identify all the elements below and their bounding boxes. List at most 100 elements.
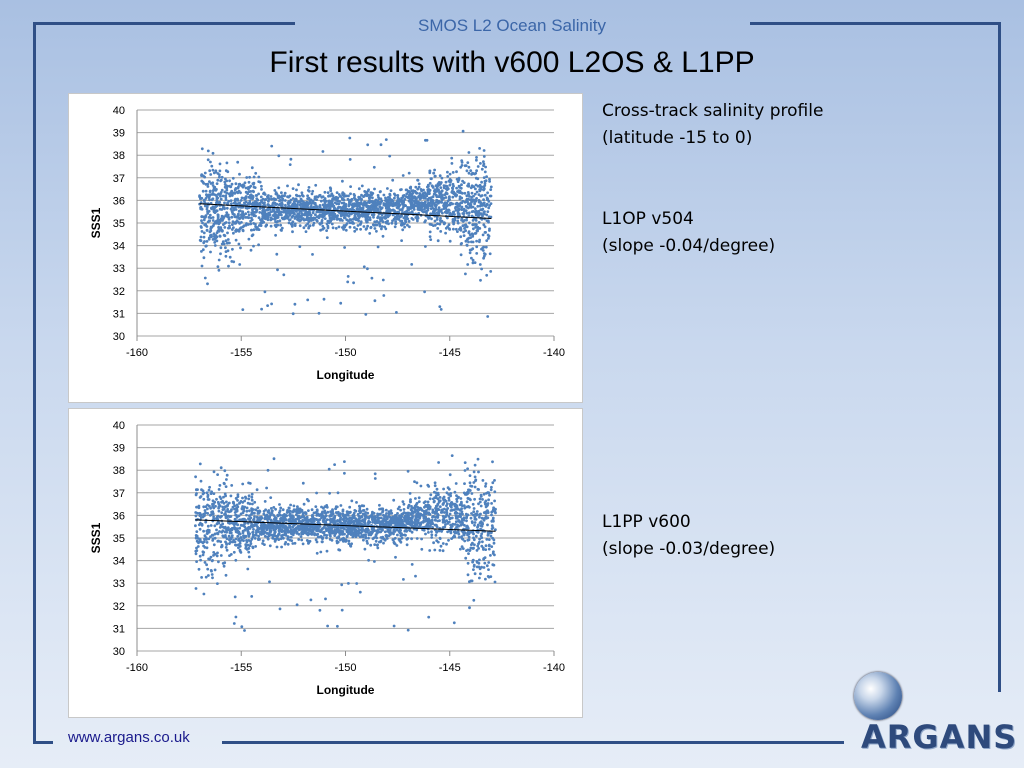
data-point	[466, 548, 470, 552]
data-point	[297, 183, 300, 187]
data-point	[225, 161, 229, 165]
data-point	[464, 229, 467, 233]
data-point	[243, 196, 246, 200]
data-point	[202, 529, 206, 533]
data-point	[288, 512, 292, 516]
data-point	[312, 528, 316, 531]
data-point	[237, 182, 241, 186]
data-point	[352, 217, 355, 221]
data-point	[388, 520, 391, 523]
data-point	[370, 213, 374, 217]
data-point	[209, 569, 213, 572]
data-point	[462, 234, 466, 238]
data-point	[436, 239, 440, 243]
data-point	[428, 230, 432, 234]
data-point	[479, 194, 483, 198]
data-point	[475, 158, 478, 162]
data-point	[490, 485, 493, 489]
data-point	[299, 535, 303, 538]
data-point	[454, 514, 458, 518]
data-point	[221, 217, 225, 221]
data-point	[210, 573, 214, 576]
data-point	[430, 533, 434, 537]
data-point	[489, 188, 493, 191]
data-point	[315, 491, 318, 495]
data-point	[207, 209, 211, 213]
data-point	[333, 201, 337, 205]
data-point	[278, 607, 282, 611]
data-point	[410, 192, 414, 196]
data-point	[410, 509, 414, 513]
data-point	[455, 201, 459, 205]
data-point	[292, 504, 296, 508]
data-point	[339, 195, 342, 198]
data-point	[484, 544, 488, 548]
data-point	[475, 169, 478, 173]
data-point	[288, 525, 291, 528]
data-point	[438, 174, 442, 178]
data-point	[412, 199, 416, 203]
data-point	[461, 523, 464, 526]
data-point	[203, 546, 207, 549]
data-point	[219, 197, 223, 201]
data-point	[426, 202, 430, 206]
data-point	[379, 512, 382, 516]
x-tick-label: -145	[439, 347, 461, 359]
data-point	[442, 204, 445, 208]
data-point	[344, 203, 348, 206]
data-point	[217, 505, 221, 508]
data-point	[251, 182, 255, 186]
data-point	[204, 244, 208, 248]
data-point	[369, 543, 373, 547]
data-point	[224, 250, 228, 254]
data-point	[478, 213, 481, 216]
x-tick-label: -160	[126, 662, 148, 674]
data-point	[442, 495, 446, 499]
data-point	[417, 182, 421, 186]
data-point	[440, 189, 444, 193]
data-point	[392, 624, 396, 628]
data-point	[346, 280, 350, 284]
data-point	[379, 539, 383, 543]
data-point	[479, 162, 482, 165]
data-point	[448, 239, 452, 243]
data-point	[217, 509, 221, 513]
data-point	[260, 188, 263, 191]
data-point	[274, 233, 277, 237]
data-point	[304, 218, 308, 221]
data-point	[405, 518, 409, 521]
data-point	[213, 552, 217, 556]
data-point	[482, 198, 485, 202]
data-point	[370, 276, 374, 280]
data-point	[258, 207, 262, 210]
data-point	[400, 536, 404, 540]
data-point	[353, 532, 356, 535]
data-point	[212, 470, 216, 474]
data-point	[349, 519, 353, 523]
data-point	[482, 252, 486, 255]
data-point	[274, 214, 278, 218]
data-point	[298, 245, 302, 249]
data-point	[232, 231, 235, 235]
data-point	[428, 192, 431, 195]
data-point	[429, 238, 433, 242]
data-point	[432, 171, 436, 175]
data-point	[470, 492, 474, 495]
data-point	[205, 491, 209, 495]
data-point	[479, 185, 483, 189]
data-point	[432, 541, 435, 545]
data-point	[270, 302, 273, 306]
data-point	[269, 224, 273, 228]
data-point	[373, 472, 377, 476]
data-point	[262, 211, 265, 215]
data-point	[363, 547, 367, 551]
data-point	[257, 192, 260, 196]
data-point	[381, 510, 384, 514]
data-point	[377, 196, 380, 199]
data-point	[339, 504, 343, 507]
data-point	[457, 212, 461, 216]
data-point	[249, 540, 253, 543]
data-point	[205, 563, 209, 567]
data-point	[403, 225, 406, 229]
data-point	[319, 214, 323, 218]
